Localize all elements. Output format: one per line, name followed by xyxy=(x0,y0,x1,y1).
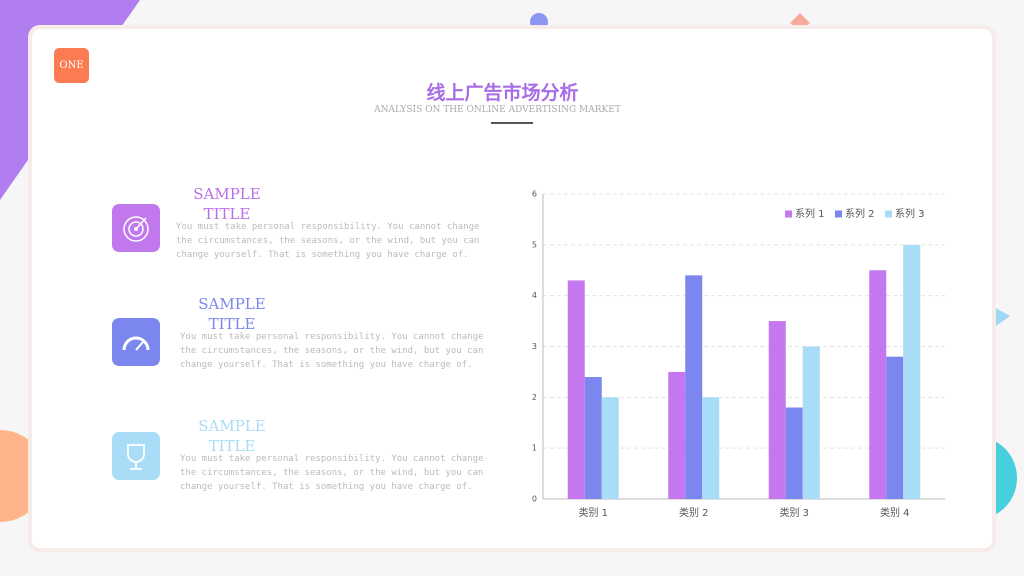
x-tick-label: 类别 4 xyxy=(880,506,910,519)
legend-label: 系列 3 xyxy=(895,207,925,220)
bar xyxy=(584,377,602,499)
slide-title: 线上广告市场分析 xyxy=(426,82,579,104)
slide-subtitle: ANALYSIS ON THE ONLINE ADVERTISING MARKE… xyxy=(374,105,621,115)
title-rule xyxy=(491,122,533,124)
y-tick-label: 1 xyxy=(532,444,537,453)
bar xyxy=(886,356,904,499)
bar xyxy=(785,407,803,499)
y-tick-label: 6 xyxy=(532,190,537,199)
badge: ONE xyxy=(54,48,89,83)
y-tick-label: 4 xyxy=(532,291,537,300)
bar xyxy=(685,275,703,499)
item-title: SAMPLE TITLE xyxy=(198,295,266,333)
legend-label: 系列 1 xyxy=(795,207,825,220)
y-tick-label: 5 xyxy=(532,240,537,249)
icon-trophy xyxy=(112,432,160,480)
legend-label: 系列 2 xyxy=(845,207,875,220)
card xyxy=(32,29,992,548)
y-tick-label: 3 xyxy=(532,342,537,351)
item-text: You must take personal responsibility. Y… xyxy=(180,332,484,370)
icon-gauge xyxy=(112,318,160,366)
bar xyxy=(768,321,786,499)
item-text: You must take personal responsibility. Y… xyxy=(176,222,480,260)
icon-target xyxy=(112,204,160,252)
legend-swatch xyxy=(835,210,842,218)
deco-triangle xyxy=(992,306,1010,326)
legend-swatch xyxy=(885,210,892,218)
bar xyxy=(869,270,887,499)
item-title: SAMPLE TITLE xyxy=(193,185,261,223)
bar xyxy=(601,397,619,499)
y-tick-label: 0 xyxy=(532,495,537,504)
item-text: You must take personal responsibility. Y… xyxy=(180,454,484,492)
bar xyxy=(567,280,585,499)
bar xyxy=(903,244,921,499)
x-tick-label: 类别 3 xyxy=(779,506,809,519)
deco-dot xyxy=(530,13,548,31)
bar xyxy=(668,371,686,499)
legend-swatch xyxy=(785,210,792,218)
bar xyxy=(702,397,720,499)
x-tick-label: 类别 1 xyxy=(578,506,608,519)
item-title: SAMPLE TITLE xyxy=(198,417,266,455)
x-tick-label: 类别 2 xyxy=(679,506,709,519)
y-tick-label: 2 xyxy=(532,393,537,402)
bar xyxy=(802,346,820,499)
